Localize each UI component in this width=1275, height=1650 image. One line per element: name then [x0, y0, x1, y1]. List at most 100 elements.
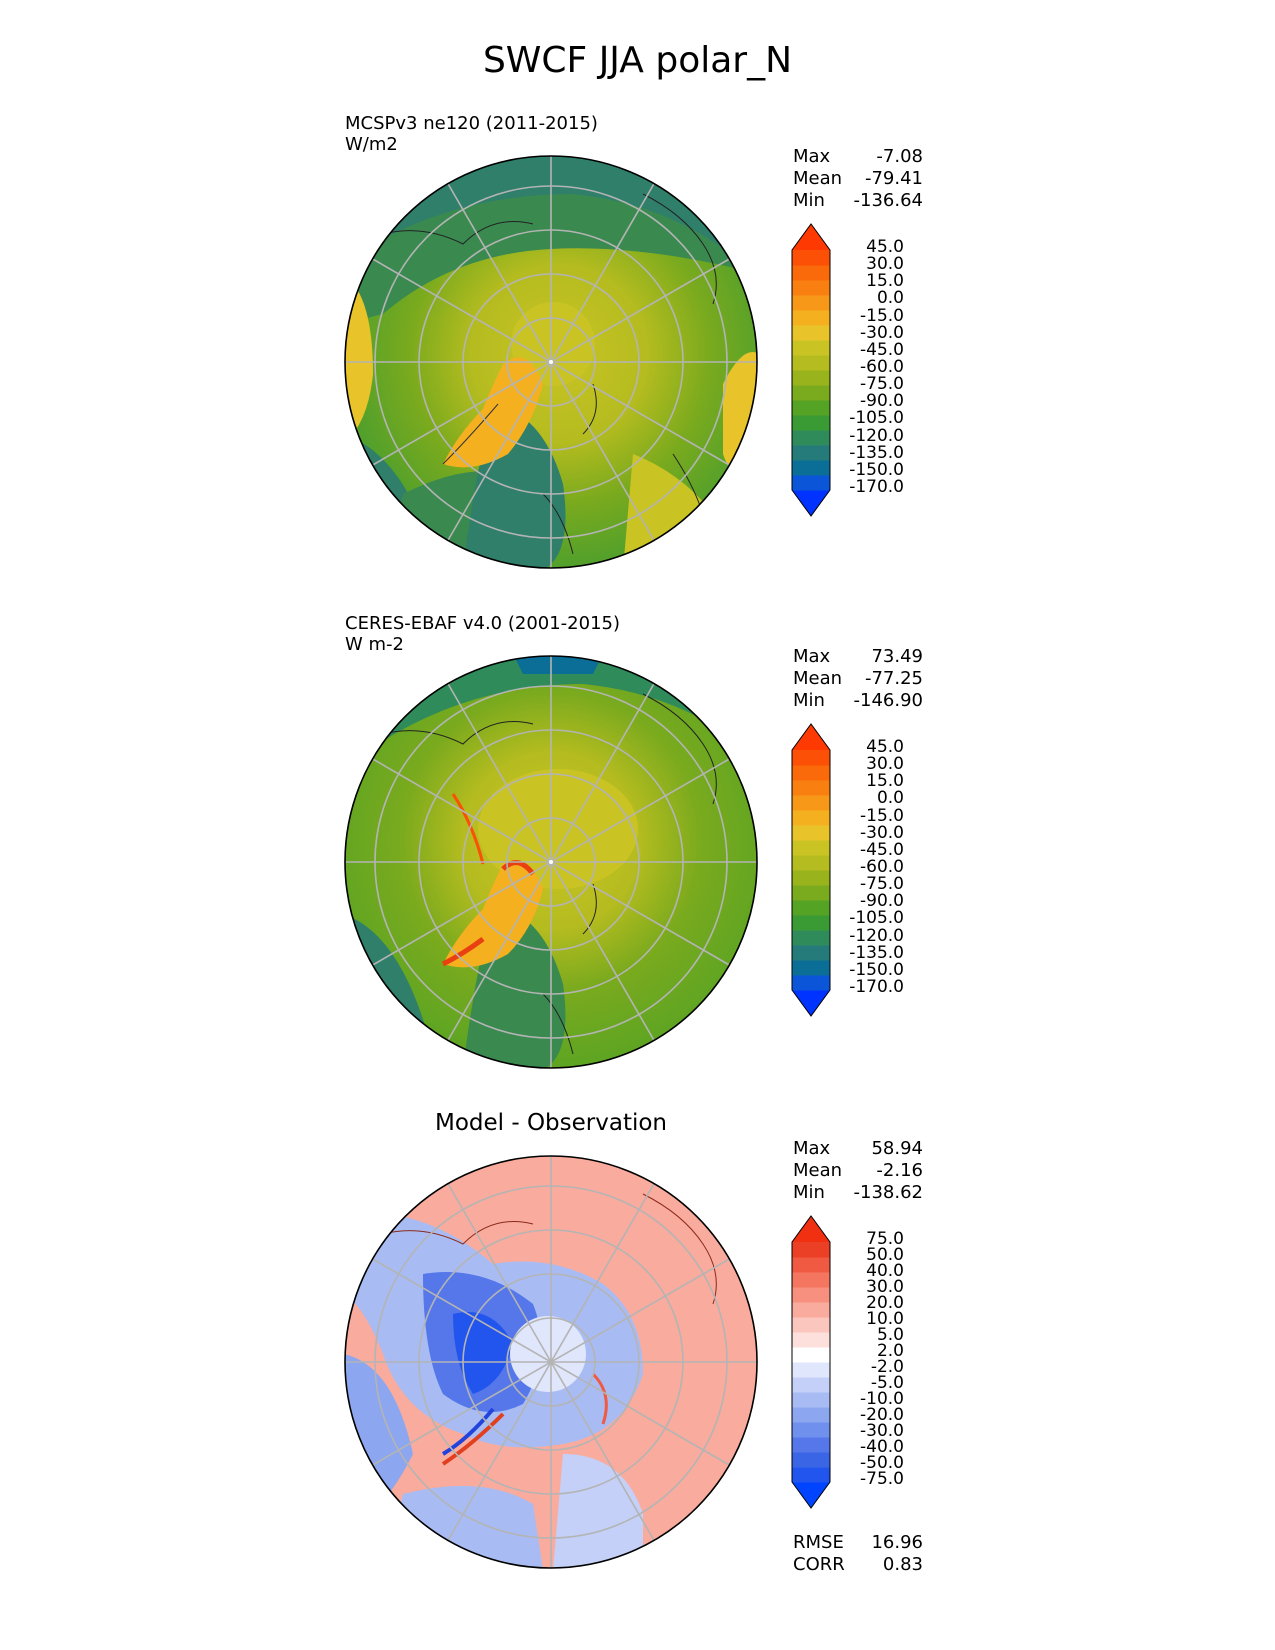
colorbar-segment: [792, 855, 830, 871]
stat-mean-label: Mean: [793, 668, 843, 689]
colorbar-segment: [792, 1362, 830, 1378]
panel-difference: Model - Observation: [0, 1110, 1275, 1590]
colorbar-tick-label: -150.0: [849, 459, 904, 480]
colorbar-tick-label: 15.0: [866, 771, 904, 792]
colorbar-tick-label: -10.0: [860, 1389, 904, 1409]
colorbar-tick-label: 30.0: [866, 754, 904, 775]
colorbar-segment: [792, 1216, 830, 1242]
colorbar-tick-label: -60.0: [860, 857, 904, 877]
colorbar-tick-label: -75.0: [860, 1469, 904, 1489]
colorbar-tick-label: -5.0: [870, 1373, 904, 1393]
colorbar-segment: [792, 1407, 830, 1423]
colorbar-tick-label: -20.0: [860, 1405, 904, 1425]
colorbar-tick-label: 75.0: [866, 1229, 904, 1249]
panel-obs-stats: Max 73.49 Mean -77.25 Min -146.90: [793, 646, 923, 712]
colorbar-segment: [792, 1347, 830, 1363]
colorbar-segment: [792, 295, 830, 311]
colorbar-tick-label: 20.0: [866, 1293, 904, 1313]
colorbar-segment: [792, 340, 830, 356]
colorbar-tick-label: -170.0: [849, 477, 904, 497]
rmse-value: 16.96: [871, 1532, 923, 1553]
colorbar-tick-label: 40.0: [866, 1261, 904, 1281]
corr-label: CORR: [793, 1554, 845, 1575]
panel-diff-metrics: RMSE 16.96 CORR 0.83: [793, 1532, 923, 1576]
colorbar-tick-label: -45.0: [860, 339, 904, 360]
colorbar-segment: [792, 975, 830, 991]
polar-map-model: [344, 155, 758, 569]
stat-max-value: 73.49: [871, 646, 923, 667]
stat-min-label: Min: [793, 1182, 825, 1203]
colorbar-tick-label: -105.0: [849, 408, 904, 429]
colorbar-tick-label: 0.0: [876, 788, 904, 809]
stat-min-value: -138.62: [853, 1182, 923, 1203]
colorbar-segment: [792, 1437, 830, 1453]
colorbar-segment: [792, 1287, 830, 1303]
colorbar-tick-label: -75.0: [860, 874, 904, 895]
colorbar-segment: [792, 870, 830, 886]
colorbar-segment: [792, 224, 830, 250]
colorbar-tick-label: -75.0: [860, 374, 904, 395]
colorbar-segment: [792, 810, 830, 826]
colorbar-observation-labels: 45.0 30.0 15.0 0.0 -15.0 -30.0 -45.0 -60.0 -75.0…: [834, 739, 904, 996]
colorbar-model: [791, 223, 831, 517]
colorbar-tick-label: 15.0: [866, 271, 904, 292]
colorbar-difference-labels: 75.0 50.0 40.0 30.0 20.0 10.0 5.0 2.0 -2.0 -5.0 -1…: [834, 1231, 904, 1488]
stat-max-label: Max: [793, 1138, 831, 1159]
colorbar-tick-label: -15.0: [860, 305, 904, 326]
colorbar-tick-label: -2.0: [870, 1357, 904, 1377]
colorbar-difference: [791, 1215, 831, 1509]
stat-mean-label: Mean: [793, 168, 843, 189]
panel-model-dataset-label: MCSPv3 ne120 (2011-2015): [345, 113, 598, 134]
colorbar-segment: [792, 724, 830, 750]
colorbar-segment: [792, 1242, 830, 1258]
colorbar-segment: [792, 840, 830, 856]
colorbar-segment: [792, 1332, 830, 1348]
colorbar-segment: [792, 370, 830, 386]
colorbar-tick-label: 30.0: [866, 254, 904, 275]
panel-model-units-label: W/m2: [345, 134, 398, 155]
colorbar-segment: [792, 430, 830, 446]
colorbar-tick-label: -45.0: [860, 839, 904, 860]
panel-observation: CERES-EBAF v4.0 (2001-2015) W m-2: [0, 610, 1275, 1090]
colorbar-tick-label: -105.0: [849, 908, 904, 929]
colorbar-segment: [792, 990, 830, 1016]
stat-min-value: -146.90: [853, 690, 923, 711]
colorbar-segment: [792, 1452, 830, 1468]
colorbar-segment: [792, 915, 830, 931]
colorbar-segment: [792, 265, 830, 281]
colorbar-segment: [792, 460, 830, 476]
colorbar-tick-label: -60.0: [860, 357, 904, 377]
corr-value: 0.83: [882, 1554, 923, 1575]
stat-mean-value: -2.16: [876, 1160, 923, 1181]
stat-max-label: Max: [793, 646, 831, 667]
colorbar-tick-label: -120.0: [849, 425, 904, 446]
colorbar-tick-label: -30.0: [860, 322, 904, 343]
polar-map-observation: [344, 655, 758, 1069]
colorbar-segment: [792, 825, 830, 841]
colorbar-model-labels: 45.0 30.0 15.0 0.0 -15.0 -30.0 -45.0 -60.0 -75.0…: [834, 239, 904, 496]
colorbar-outline: [791, 1215, 831, 1509]
colorbar-tick-label: 0.0: [876, 288, 904, 309]
colorbar-segment: [792, 780, 830, 796]
colorbar-tick-label: -30.0: [860, 822, 904, 843]
stat-mean-value: -77.25: [864, 668, 923, 689]
colorbar-segment: [792, 325, 830, 341]
colorbar-tick-label: -120.0: [849, 925, 904, 946]
rmse-label: RMSE: [793, 1532, 844, 1553]
colorbar-segment: [792, 280, 830, 296]
colorbar-tick-label: -50.0: [860, 1453, 904, 1473]
stat-mean-value: -79.41: [864, 168, 923, 189]
colorbar-tick-label: 45.0: [866, 237, 904, 257]
colorbar-tick-label: -170.0: [849, 977, 904, 997]
colorbar-segment: [792, 1317, 830, 1333]
colorbar-segment: [792, 795, 830, 811]
colorbar-segment: [792, 445, 830, 461]
colorbar-outline: [791, 223, 831, 517]
colorbar-tick-label: 50.0: [866, 1245, 904, 1265]
stat-mean-label: Mean: [793, 1160, 843, 1181]
colorbar-tick-label: -90.0: [860, 891, 904, 912]
colorbar-tick-label: -30.0: [860, 1421, 904, 1441]
colorbar-tick-label: -15.0: [860, 805, 904, 826]
colorbar-segment: [792, 1392, 830, 1408]
panel-obs-units-label: W m-2: [345, 634, 405, 655]
